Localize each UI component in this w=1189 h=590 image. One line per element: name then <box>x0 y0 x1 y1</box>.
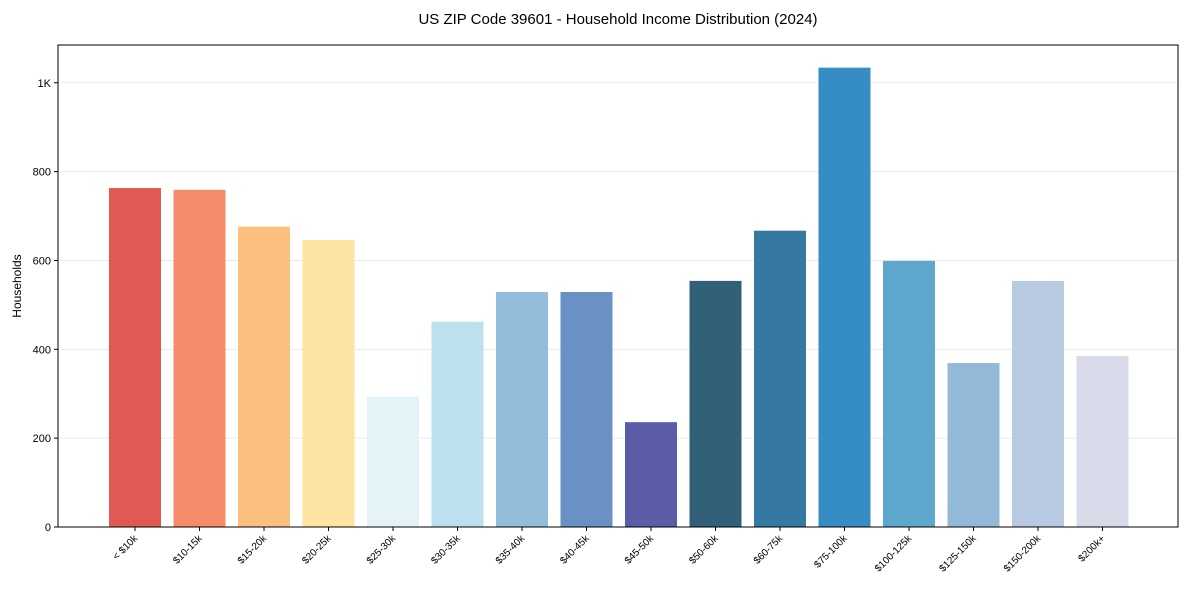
bar <box>431 321 484 527</box>
bar <box>238 226 290 527</box>
x-tick-label: $150-200k <box>1002 533 1044 575</box>
x-tick-label: $60-75k <box>752 533 786 567</box>
x-tick-label: $10-15k <box>171 533 205 567</box>
bar <box>947 363 1000 527</box>
gridlines <box>58 82 1178 439</box>
x-tick-label: $50-60k <box>687 533 721 567</box>
y-tick-label: 200 <box>33 433 51 445</box>
y-tick-label: 400 <box>33 344 51 356</box>
y-tick-label: 0 <box>45 522 51 534</box>
x-tick-label: $20-25k <box>300 533 334 567</box>
bar <box>302 240 355 528</box>
y-tick-label: 800 <box>33 167 51 179</box>
x-tick-label: < $10k <box>111 533 141 563</box>
bar <box>560 291 613 527</box>
x-tick-label: $75-100k <box>812 533 850 571</box>
bar <box>367 396 419 527</box>
y-axis: 0 200 400 600 800 1K <box>33 78 58 534</box>
bar <box>1012 280 1064 527</box>
plot-frame <box>57 44 1179 528</box>
x-tick-label: $200k+ <box>1076 533 1107 564</box>
bar <box>689 280 742 527</box>
bar <box>883 260 935 527</box>
x-tick-label: $40-45k <box>558 533 592 567</box>
bar <box>754 230 806 527</box>
x-tick-label: $35-40k <box>494 533 528 567</box>
y-tick-label: 1K <box>38 78 52 90</box>
bar <box>1076 355 1129 527</box>
x-tick-label: $25-30k <box>365 533 399 567</box>
bar <box>818 67 871 527</box>
bar <box>625 422 677 527</box>
x-tick-label: $15-20k <box>236 533 270 567</box>
y-axis-label: Households <box>10 254 24 317</box>
bar <box>173 189 226 527</box>
x-tick-label: $125-150k <box>937 533 979 575</box>
bars <box>109 67 1129 528</box>
x-axis: < $10k $10-15k $15-20k $20-25k $25-30k $30-35… <box>111 527 1108 575</box>
x-tick-label: $100-125k <box>873 533 915 575</box>
bar <box>496 291 548 527</box>
x-tick-label: $45-50k <box>623 533 657 567</box>
y-tick-label: 600 <box>33 255 51 267</box>
x-tick-label: $30-35k <box>429 533 463 567</box>
bar <box>109 188 161 527</box>
chart-title: US ZIP Code 39601 - Household Income Dis… <box>418 11 817 28</box>
